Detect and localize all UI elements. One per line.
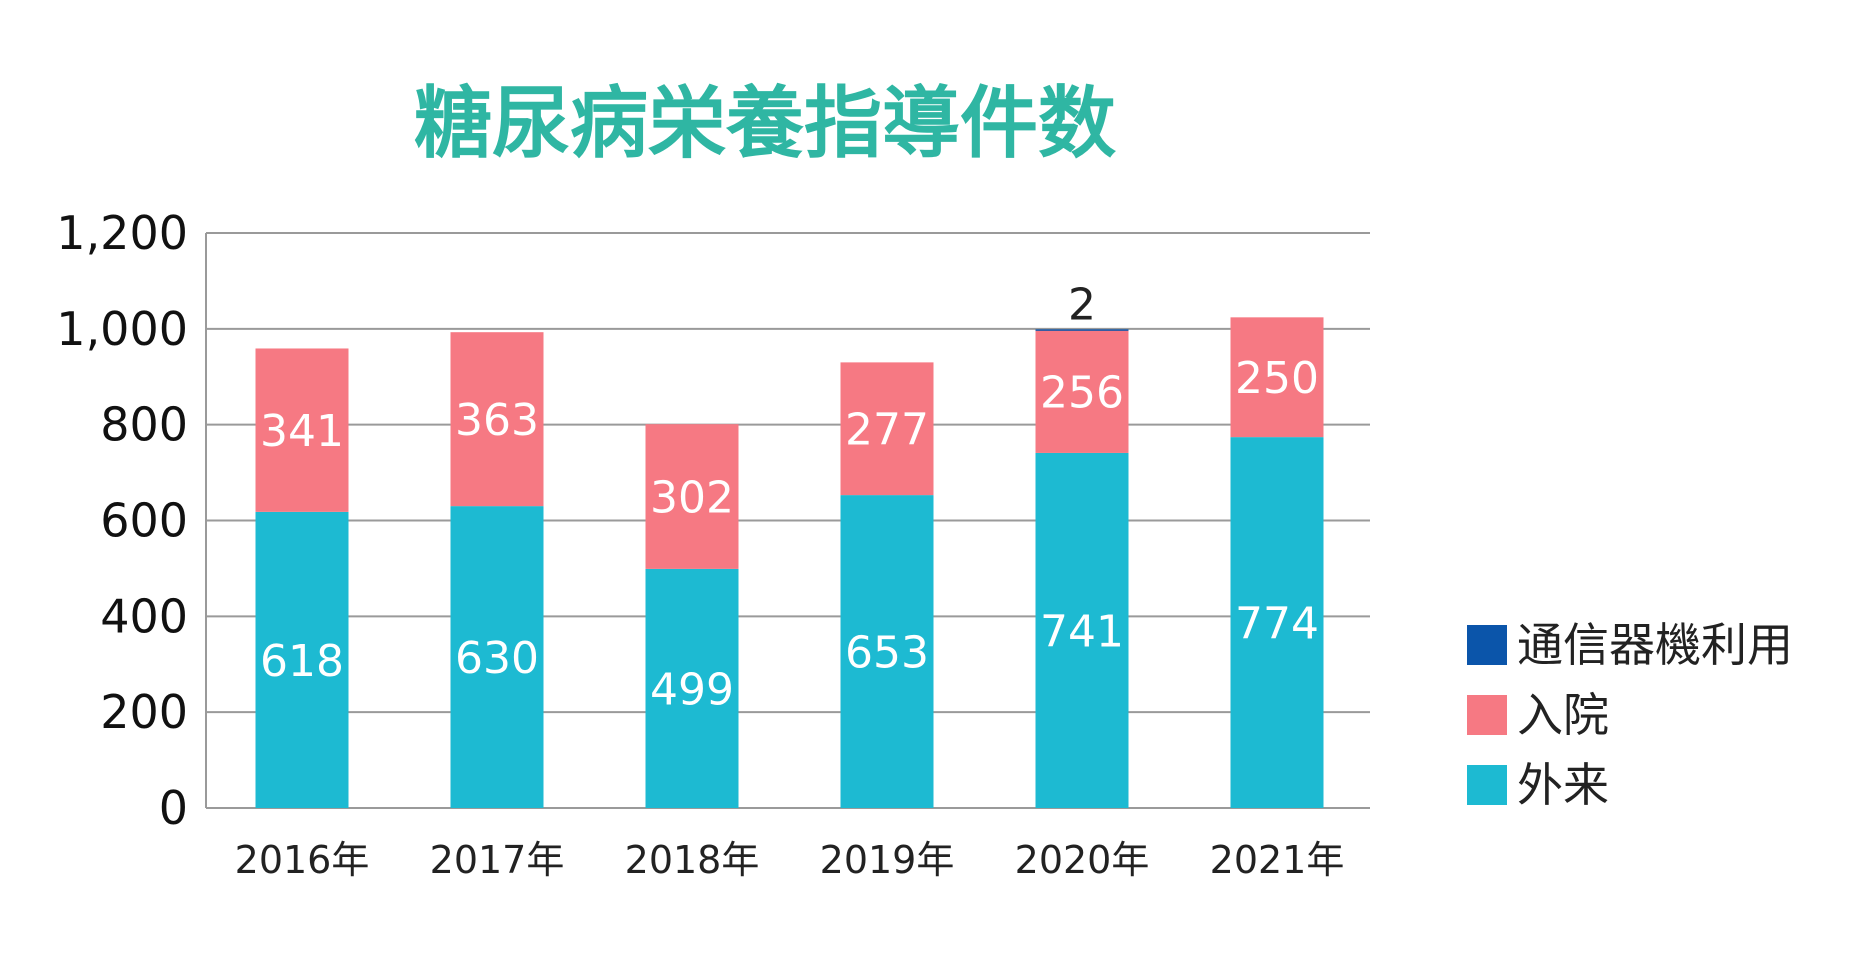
data-label: 618 <box>260 636 344 687</box>
bar-segment <box>450 506 544 808</box>
x-tick-label: 2018年 <box>625 838 760 882</box>
y-tick-label: 1,200 <box>56 206 188 260</box>
x-tick-label: 2021年 <box>1210 838 1345 882</box>
data-label: 630 <box>455 633 539 684</box>
legend-label: 外来 <box>1517 758 1609 812</box>
legend-label: 通信器機利用 <box>1517 618 1793 672</box>
bar-segment <box>1035 452 1129 808</box>
x-tick-label: 2016年 <box>235 838 370 882</box>
legend-swatch <box>1467 765 1507 805</box>
data-label: 302 <box>650 473 734 524</box>
y-tick-label: 400 <box>100 589 188 643</box>
bar-segment <box>450 332 544 507</box>
x-tick-label: 2017年 <box>430 838 565 882</box>
bar-segment <box>645 568 739 808</box>
data-label: 256 <box>1040 368 1124 419</box>
legend-swatch <box>1467 625 1507 665</box>
bar-segment <box>840 495 934 808</box>
y-tick-label: 600 <box>100 494 188 548</box>
y-tick-label: 0 <box>159 781 188 835</box>
x-tick-label: 2020年 <box>1015 838 1150 882</box>
bar-segment <box>255 348 349 512</box>
data-label: 363 <box>455 395 539 446</box>
y-axis-tick-labels: 0 200 400 600 800 1,000 1,200 <box>56 206 188 835</box>
x-axis-tick-labels: 2016年 2017年 2018年 2019年 2020年 2021年 <box>235 838 1345 882</box>
data-label: 250 <box>1235 353 1319 404</box>
data-label: 341 <box>260 406 344 457</box>
x-tick-label: 2019年 <box>820 838 955 882</box>
bar-segment <box>1230 437 1324 808</box>
bar-segment <box>840 362 934 496</box>
y-tick-label: 1,000 <box>56 302 188 356</box>
data-label: 774 <box>1235 599 1319 650</box>
bar-segment <box>1230 317 1324 438</box>
bars: 618 341 630 363 499 302 653 277 741 256 2 774 250 <box>255 279 1324 808</box>
data-label: 741 <box>1040 606 1124 657</box>
data-label: 499 <box>650 664 734 715</box>
bar-segment <box>1035 330 1129 453</box>
legend-swatch <box>1467 695 1507 735</box>
bar-segment <box>645 424 739 569</box>
grid-lines <box>205 232 1370 809</box>
y-tick-label: 800 <box>100 398 188 452</box>
data-label: 277 <box>845 405 929 456</box>
data-label: 653 <box>845 628 929 679</box>
legend-label: 入院 <box>1517 688 1609 742</box>
bar-segment <box>1035 329 1129 331</box>
y-tick-label: 200 <box>100 685 188 739</box>
chart-title: 糖尿病栄養指導件数 <box>414 79 1116 169</box>
data-label: 2 <box>1068 279 1096 330</box>
bar-segment <box>255 511 349 808</box>
